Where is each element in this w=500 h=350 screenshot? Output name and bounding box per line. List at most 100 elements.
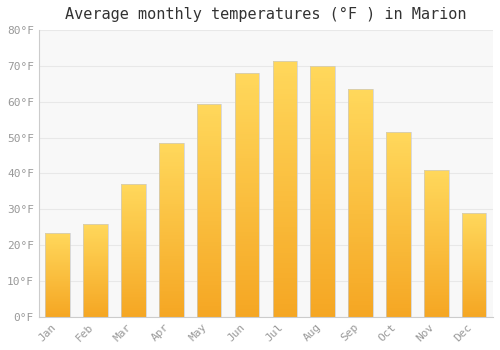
Bar <box>424 174 448 176</box>
Bar <box>197 123 222 125</box>
Bar <box>424 268 448 270</box>
Bar <box>424 302 448 303</box>
Bar <box>46 261 70 262</box>
Bar <box>348 224 373 226</box>
Bar <box>424 192 448 193</box>
Bar <box>234 154 260 156</box>
Bar <box>197 133 222 135</box>
Bar <box>272 140 297 142</box>
Bar <box>386 280 410 282</box>
Bar <box>462 213 486 214</box>
Bar <box>234 307 260 309</box>
Bar <box>462 262 486 263</box>
Bar <box>424 303 448 305</box>
Bar <box>424 189 448 190</box>
Bar <box>272 289 297 291</box>
Bar <box>234 312 260 314</box>
Bar <box>462 219 486 220</box>
Bar <box>424 286 448 287</box>
Bar <box>234 175 260 178</box>
Bar <box>386 154 410 156</box>
Bar <box>46 287 70 288</box>
Bar <box>348 132 373 135</box>
Bar <box>310 226 335 229</box>
Bar <box>197 135 222 138</box>
Bar <box>310 149 335 151</box>
Bar <box>272 145 297 148</box>
Bar <box>121 305 146 306</box>
Bar <box>310 302 335 304</box>
Bar <box>272 217 297 219</box>
Bar <box>386 143 410 145</box>
Bar <box>159 246 184 247</box>
Bar <box>386 309 410 311</box>
Bar <box>46 246 70 247</box>
Bar <box>197 240 222 242</box>
Bar <box>46 292 70 293</box>
Bar <box>310 314 335 317</box>
Bar <box>234 190 260 192</box>
Bar <box>197 118 222 121</box>
Bar <box>159 155 184 157</box>
Bar <box>272 181 297 183</box>
Bar <box>84 308 108 309</box>
Bar <box>159 310 184 312</box>
Bar <box>197 155 222 157</box>
Bar <box>310 174 335 176</box>
Bar <box>197 268 222 270</box>
Bar <box>424 307 448 308</box>
Bar <box>424 229 448 230</box>
Bar <box>159 226 184 228</box>
Bar <box>348 276 373 278</box>
Bar <box>121 297 146 298</box>
Bar <box>234 95 260 97</box>
Bar <box>234 132 260 134</box>
Bar <box>46 299 70 300</box>
Bar <box>272 219 297 222</box>
Bar <box>197 187 222 189</box>
Bar <box>386 269 410 271</box>
Bar <box>159 235 184 237</box>
Bar <box>234 297 260 300</box>
Bar <box>84 251 108 252</box>
Bar <box>197 202 222 204</box>
Bar <box>121 266 146 268</box>
Bar <box>84 258 108 259</box>
Bar <box>234 85 260 88</box>
Bar <box>234 278 260 280</box>
Bar <box>424 301 448 302</box>
Bar <box>386 256 410 258</box>
Bar <box>159 171 184 173</box>
Bar <box>197 148 222 150</box>
Bar <box>159 181 184 183</box>
Bar <box>462 228 486 229</box>
Bar <box>84 253 108 254</box>
Bar <box>197 161 222 163</box>
Bar <box>310 299 335 302</box>
Bar <box>272 281 297 284</box>
Bar <box>310 81 335 84</box>
Bar <box>310 78 335 81</box>
Bar <box>46 313 70 314</box>
Bar <box>197 257 222 259</box>
Bar <box>121 262 146 264</box>
Bar <box>424 261 448 262</box>
Bar <box>272 63 297 66</box>
Bar <box>121 184 146 317</box>
Bar <box>121 310 146 312</box>
Bar <box>234 136 260 139</box>
Bar <box>348 203 373 205</box>
Bar <box>462 314 486 315</box>
Bar <box>386 254 410 256</box>
Bar <box>462 218 486 219</box>
Bar <box>462 272 486 273</box>
Bar <box>462 250 486 251</box>
Bar <box>46 306 70 307</box>
Bar <box>84 263 108 264</box>
Bar <box>84 261 108 262</box>
Bar <box>197 315 222 317</box>
Bar <box>159 268 184 270</box>
Bar <box>234 107 260 110</box>
Bar <box>424 205 448 206</box>
Bar <box>310 244 335 246</box>
